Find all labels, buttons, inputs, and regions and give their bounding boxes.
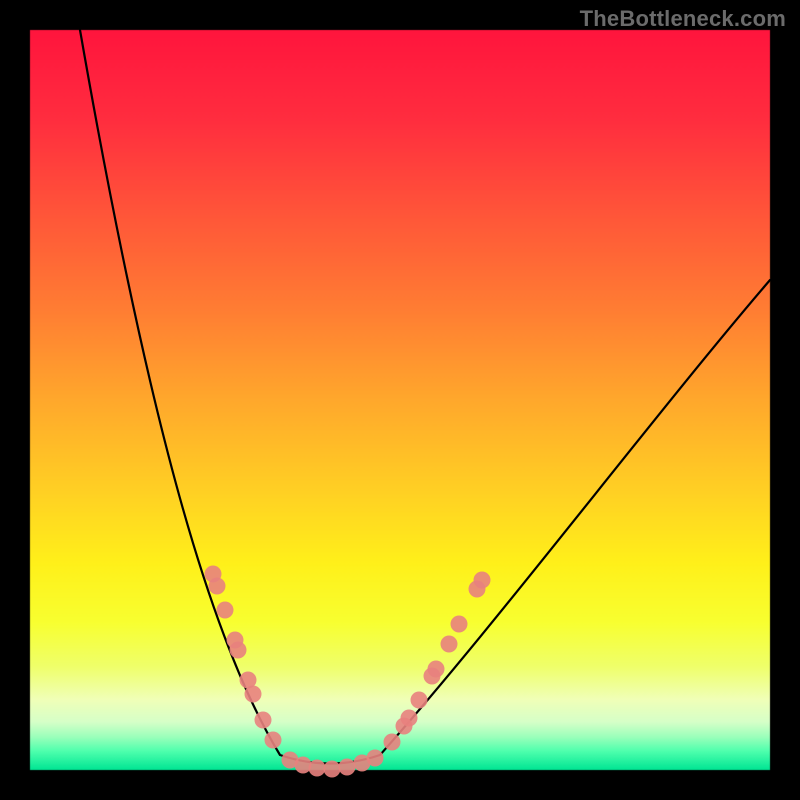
- curve-marker: [384, 734, 401, 751]
- curve-marker: [295, 757, 312, 774]
- curve-marker: [401, 710, 418, 727]
- curve-marker: [265, 732, 282, 749]
- curve-marker: [245, 686, 262, 703]
- curve-marker: [324, 761, 341, 778]
- curve-marker: [309, 760, 326, 777]
- curve-marker: [255, 712, 272, 729]
- curve-marker: [209, 578, 226, 595]
- curve-markers: [205, 566, 491, 778]
- watermark-text: TheBottleneck.com: [580, 6, 786, 32]
- chart-stage: TheBottleneck.com: [0, 0, 800, 800]
- curve-marker: [230, 642, 247, 659]
- bottleneck-curve: [80, 30, 770, 764]
- curve-marker: [428, 661, 445, 678]
- curve-marker: [217, 602, 234, 619]
- curve-marker: [451, 616, 468, 633]
- curve-plot: [0, 0, 800, 800]
- curve-marker: [339, 759, 356, 776]
- curve-marker: [411, 692, 428, 709]
- curve-marker: [441, 636, 458, 653]
- curve-marker: [367, 750, 384, 767]
- curve-marker: [474, 572, 491, 589]
